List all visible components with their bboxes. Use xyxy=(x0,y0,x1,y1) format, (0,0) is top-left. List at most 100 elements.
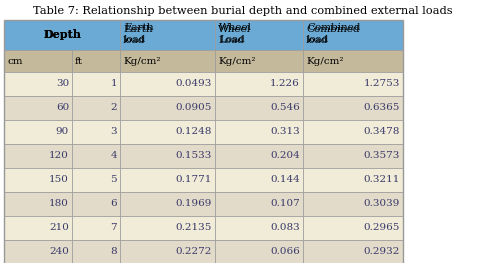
Bar xyxy=(4,50,72,72)
Bar xyxy=(72,192,120,216)
Bar xyxy=(72,240,120,263)
Text: Kg/cm²: Kg/cm² xyxy=(306,57,344,65)
Bar xyxy=(72,96,120,120)
Bar xyxy=(120,72,215,96)
Text: 6: 6 xyxy=(110,200,117,209)
Text: Load: Load xyxy=(219,36,245,44)
Text: 0.2272: 0.2272 xyxy=(175,247,212,256)
Bar xyxy=(303,120,403,144)
Bar xyxy=(120,168,215,192)
Text: 60: 60 xyxy=(56,104,69,113)
Text: 240: 240 xyxy=(49,247,69,256)
Text: 150: 150 xyxy=(49,175,69,185)
Bar xyxy=(215,144,303,168)
Text: Earth: Earth xyxy=(124,23,154,32)
Text: 0.107: 0.107 xyxy=(270,200,300,209)
Bar xyxy=(120,96,215,120)
Text: 2: 2 xyxy=(110,104,117,113)
Bar xyxy=(303,168,403,192)
Bar xyxy=(303,144,403,168)
Bar xyxy=(4,72,72,96)
Text: Kg/cm²: Kg/cm² xyxy=(123,57,160,65)
Text: 0.1533: 0.1533 xyxy=(175,151,212,160)
Bar xyxy=(4,144,72,168)
Bar xyxy=(120,120,215,144)
Bar xyxy=(215,168,303,192)
Text: ft: ft xyxy=(75,57,83,65)
Bar xyxy=(72,50,120,72)
Text: 0.0905: 0.0905 xyxy=(175,104,212,113)
Text: 1.226: 1.226 xyxy=(270,79,300,89)
Text: 0.2932: 0.2932 xyxy=(364,247,400,256)
Bar xyxy=(215,50,303,72)
Bar xyxy=(120,20,215,50)
Bar xyxy=(120,50,215,72)
Bar xyxy=(215,240,303,263)
Text: 0.546: 0.546 xyxy=(270,104,300,113)
Bar xyxy=(4,192,72,216)
Text: 1.2753: 1.2753 xyxy=(364,79,400,89)
Text: Depth: Depth xyxy=(43,29,81,41)
Text: Depth: Depth xyxy=(43,29,81,41)
Bar xyxy=(303,216,403,240)
Text: cm: cm xyxy=(7,57,22,65)
Text: 0.3211: 0.3211 xyxy=(364,175,400,185)
Text: Kg/cm²: Kg/cm² xyxy=(218,57,256,65)
Bar xyxy=(303,192,403,216)
Bar xyxy=(303,20,403,50)
Bar xyxy=(215,96,303,120)
Bar xyxy=(215,20,303,50)
Text: 0.3478: 0.3478 xyxy=(364,128,400,136)
Text: 210: 210 xyxy=(49,224,69,232)
Text: 0.313: 0.313 xyxy=(270,128,300,136)
Bar xyxy=(215,216,303,240)
Bar xyxy=(120,240,215,263)
Bar xyxy=(72,72,120,96)
Text: load: load xyxy=(307,36,330,44)
Bar xyxy=(4,20,120,50)
Text: 5: 5 xyxy=(110,175,117,185)
Text: 0.6365: 0.6365 xyxy=(364,104,400,113)
Bar xyxy=(4,240,72,263)
Bar xyxy=(72,144,120,168)
Bar xyxy=(215,120,303,144)
Text: 0.1771: 0.1771 xyxy=(175,175,212,185)
Bar xyxy=(120,144,215,168)
Text: 0.144: 0.144 xyxy=(270,175,300,185)
Bar xyxy=(120,192,215,216)
Bar xyxy=(4,96,72,120)
Text: 7: 7 xyxy=(110,224,117,232)
Bar xyxy=(303,96,403,120)
Text: 0.2965: 0.2965 xyxy=(364,224,400,232)
Bar xyxy=(72,168,120,192)
Text: Earth
load: Earth load xyxy=(123,25,153,45)
Text: Combined: Combined xyxy=(307,23,361,32)
Text: 0.204: 0.204 xyxy=(270,151,300,160)
Text: Combined
load: Combined load xyxy=(306,25,360,45)
Bar xyxy=(303,240,403,263)
Bar xyxy=(120,216,215,240)
Bar xyxy=(72,216,120,240)
Bar xyxy=(4,20,403,263)
Text: 0.2135: 0.2135 xyxy=(175,224,212,232)
Bar xyxy=(215,192,303,216)
Text: Table 7: Relationship between burial depth and combined external loads: Table 7: Relationship between burial dep… xyxy=(33,6,453,16)
Bar xyxy=(4,216,72,240)
Text: 120: 120 xyxy=(49,151,69,160)
Text: 0.083: 0.083 xyxy=(270,224,300,232)
Text: 90: 90 xyxy=(56,128,69,136)
Text: 0.1969: 0.1969 xyxy=(175,200,212,209)
Text: Wheel
Load: Wheel Load xyxy=(218,25,251,45)
Text: 30: 30 xyxy=(56,79,69,89)
Text: 0.3039: 0.3039 xyxy=(364,200,400,209)
Text: 1: 1 xyxy=(110,79,117,89)
Text: 180: 180 xyxy=(49,200,69,209)
Text: 0.066: 0.066 xyxy=(270,247,300,256)
Text: 0.0493: 0.0493 xyxy=(175,79,212,89)
Text: 4: 4 xyxy=(110,151,117,160)
Text: 3: 3 xyxy=(110,128,117,136)
Bar xyxy=(72,120,120,144)
Text: 0.1248: 0.1248 xyxy=(175,128,212,136)
Bar xyxy=(215,72,303,96)
Text: 0.3573: 0.3573 xyxy=(364,151,400,160)
